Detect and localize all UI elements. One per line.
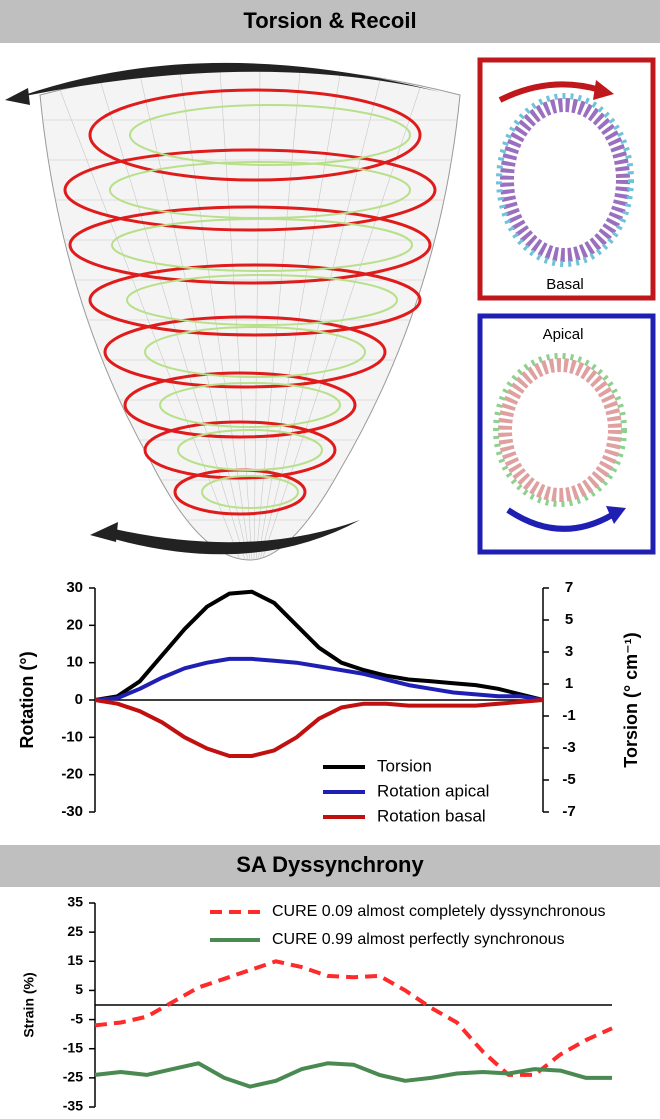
y2-tick-label: -3 — [562, 739, 575, 756]
panel-label: Apical — [543, 326, 584, 343]
legend-label: CURE 0.99 almost perfectly synchronous — [272, 931, 565, 948]
data-line — [94, 698, 544, 758]
y-tick-label: 15 — [67, 952, 83, 968]
y-tick-label: -20 — [61, 766, 83, 783]
y-tick-label: 10 — [66, 654, 83, 671]
y-tick-label: -35 — [63, 1098, 83, 1114]
legend-label: Rotation apical — [377, 781, 489, 800]
y-tick-label: -5 — [71, 1010, 84, 1026]
data-line — [94, 589, 544, 702]
legend-label: CURE 0.09 almost completely dyssynchrono… — [272, 903, 605, 920]
y2-tick-label: 7 — [565, 579, 573, 596]
y2-tick-label: 3 — [565, 643, 573, 660]
header-bar — [0, 0, 660, 43]
y2-tick-label: 1 — [565, 675, 573, 692]
y-axis-label: Strain (%) — [21, 972, 37, 1037]
apical-panel: Apical — [477, 313, 656, 555]
y-tick-label: 35 — [67, 894, 83, 910]
data-line — [94, 1061, 612, 1089]
panel-label: Basal — [546, 276, 584, 293]
heart-illustration — [5, 62, 461, 561]
y-tick-label: 20 — [66, 616, 83, 633]
y2-axis-label: Torsion (° cm⁻¹) — [621, 632, 641, 767]
section-header: Torsion & Recoil — [243, 8, 416, 33]
legend-label: Torsion — [377, 756, 432, 775]
data-line — [94, 959, 613, 1077]
y2-tick-label: -7 — [562, 803, 575, 820]
legend-label: Rotation basal — [377, 806, 486, 825]
y-axis-label: Rotation (°) — [17, 651, 37, 748]
y-tick-label: -30 — [61, 803, 83, 820]
data-line — [94, 656, 544, 702]
y-tick-label: 25 — [67, 923, 83, 939]
y-tick-label: -15 — [63, 1039, 83, 1055]
y-tick-label: 0 — [75, 691, 83, 708]
y2-tick-label: -1 — [562, 707, 575, 724]
y-tick-label: 5 — [75, 981, 83, 997]
y2-tick-label: -5 — [562, 771, 575, 788]
y-tick-label: -10 — [61, 728, 83, 745]
header-bar — [0, 845, 660, 887]
section-header: SA Dyssynchrony — [236, 852, 424, 877]
y-tick-label: -25 — [63, 1069, 83, 1085]
y2-tick-label: 5 — [565, 611, 573, 628]
basal-panel: Basal — [477, 57, 656, 301]
y-tick-label: 30 — [66, 579, 83, 596]
